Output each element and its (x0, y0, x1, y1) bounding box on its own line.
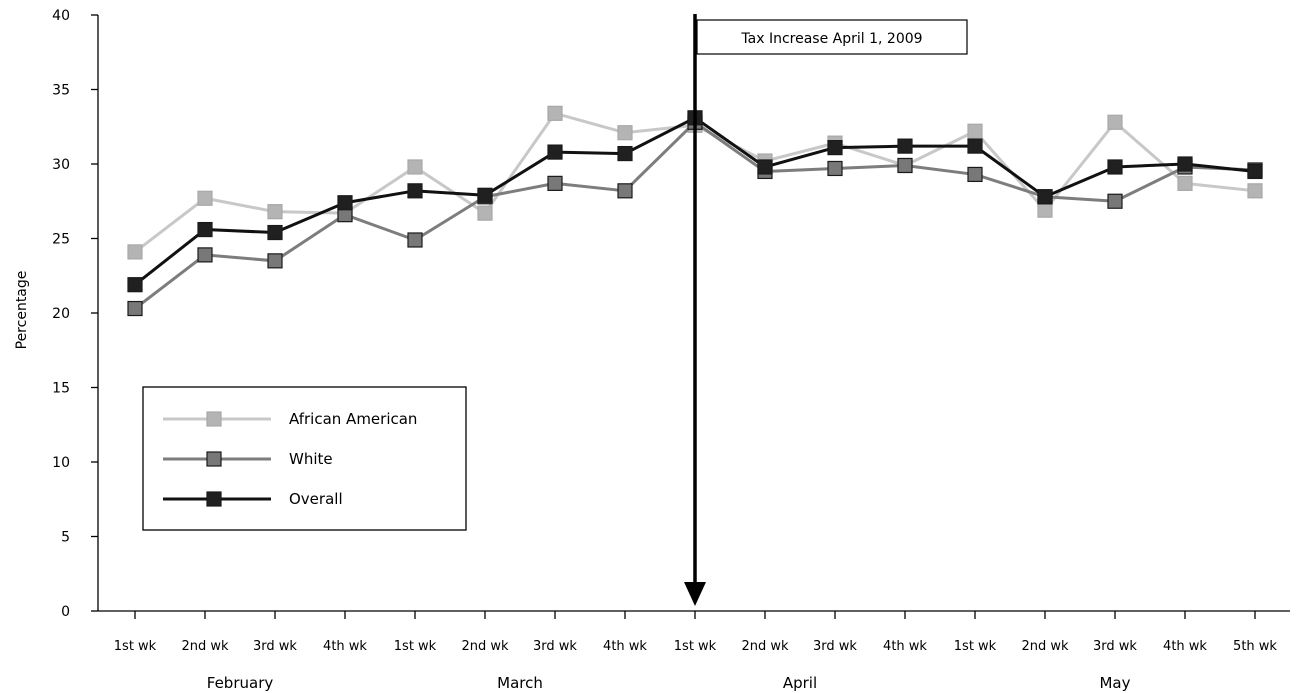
data-point (127, 244, 143, 260)
data-point (1037, 189, 1053, 205)
data-point (267, 224, 283, 241)
y-tick-label: 40 (52, 8, 70, 24)
data-point (267, 204, 283, 220)
data-point (547, 105, 563, 121)
legend-label: Overall (289, 490, 343, 508)
y-tick-label: 25 (52, 232, 70, 248)
x-tick-label: 3rd wk (533, 639, 577, 654)
x-tick-label: 4th wk (1163, 639, 1207, 654)
data-point (827, 160, 843, 177)
month-label: May (1099, 674, 1130, 692)
data-point (407, 232, 423, 248)
month-label: March (497, 674, 543, 692)
x-tick-label: 3rd wk (253, 639, 297, 654)
x-tick-label: 4th wk (603, 639, 647, 654)
y-axis-label: Percentage (14, 271, 30, 350)
x-tick-label: 2nd wk (741, 639, 789, 654)
annotation-arrow-head (684, 582, 706, 606)
data-point (827, 140, 843, 156)
data-point (1107, 159, 1123, 175)
data-point (547, 175, 563, 191)
legend-label: African American (289, 410, 417, 428)
x-tick-label: 4th wk (323, 639, 367, 654)
month-label: April (783, 674, 817, 692)
legend: African American White Overall (142, 386, 467, 531)
legend-marker (206, 411, 222, 427)
x-tick-label: 1st wk (394, 639, 437, 654)
x-tick-label: 1st wk (674, 639, 717, 654)
annotation-box (696, 19, 968, 55)
data-point (617, 125, 633, 141)
data-point (1037, 202, 1053, 218)
y-tick-label: 5 (61, 530, 70, 546)
data-point (1177, 175, 1193, 191)
y-tick-label: 35 (52, 83, 70, 99)
data-point (1247, 183, 1263, 199)
x-tick-label: 3rd wk (813, 639, 857, 654)
x-tick-label: 1st wk (954, 639, 997, 654)
data-point (967, 166, 983, 183)
y-tick-label: 0 (61, 604, 70, 620)
data-point (967, 123, 983, 139)
x-tick-label: 1st wk (114, 639, 157, 654)
x-tick-label: 2nd wk (461, 639, 509, 654)
data-point (617, 183, 633, 199)
data-point (407, 159, 423, 175)
data-point (337, 195, 353, 211)
data-point (197, 221, 213, 238)
data-point (127, 300, 143, 317)
annotation: Tax Increase April 1, 2009 (684, 14, 968, 606)
x-tick-label: 2nd wk (181, 639, 229, 654)
data-point (197, 190, 213, 206)
data-point (197, 247, 213, 263)
data-point (1177, 156, 1193, 172)
x-tick-label: 3rd wk (1093, 639, 1137, 654)
data-point (617, 145, 633, 162)
x-tick-label: 4th wk (883, 639, 927, 654)
month-label: February (207, 674, 274, 692)
data-point (757, 159, 773, 175)
x-tick-label: 2nd wk (1021, 639, 1069, 654)
data-point (477, 187, 493, 203)
x-tick-label: 5th wk (1233, 639, 1277, 654)
data-point (407, 183, 423, 199)
data-point (1107, 193, 1123, 209)
y-tick-label: 30 (52, 157, 70, 173)
y-tick-label: 15 (52, 381, 70, 397)
legend-marker (206, 491, 222, 507)
data-point (547, 144, 563, 160)
data-point (1107, 114, 1123, 130)
y-tick-label: 20 (52, 306, 70, 322)
data-point (897, 138, 913, 154)
data-point (897, 157, 913, 174)
data-point (967, 138, 983, 154)
legend-marker (206, 451, 222, 467)
legend-label: White (289, 450, 333, 468)
data-point (477, 205, 493, 221)
axes: 0 5 10 15 20 25 30 35 40 Percentage 1st wk 2nd wk 3r… (14, 8, 1290, 692)
annotation-text: Tax Increase April 1, 2009 (740, 31, 922, 47)
data-point (267, 253, 283, 269)
data-point (127, 277, 143, 293)
data-point (1247, 163, 1263, 180)
y-tick-label: 10 (52, 455, 70, 471)
